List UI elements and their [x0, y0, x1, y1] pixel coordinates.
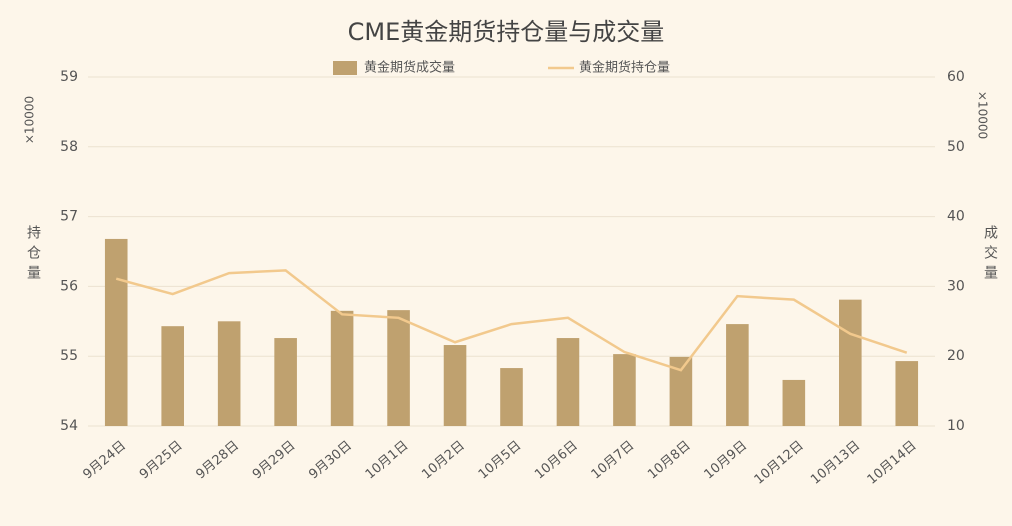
y-tick-label: 55: [60, 348, 78, 364]
bar: [895, 361, 919, 426]
y-tick-label: 59: [60, 69, 78, 85]
bar: [274, 338, 297, 426]
y-unit: ×10000: [23, 96, 37, 144]
y2-tick-label: 10: [947, 418, 965, 434]
line: [115, 269, 908, 372]
y-tick-label: 56: [60, 278, 78, 294]
y2-unit: ×10000: [976, 91, 990, 139]
y2-tick-label: 40: [947, 209, 965, 225]
bar: [613, 354, 636, 426]
y2-tick-label: 60: [947, 69, 965, 85]
y-tick-label: 57: [60, 209, 78, 225]
bar: [387, 310, 410, 426]
bar: [782, 379, 806, 426]
y2-axis-label: 成交量: [982, 225, 998, 285]
bar: [726, 324, 749, 426]
bar: [500, 368, 523, 426]
bar: [839, 299, 862, 426]
bar: [443, 345, 467, 426]
legend-label: 黄金期货持仓量: [579, 60, 670, 76]
y-tick-label: 58: [60, 139, 78, 155]
y-tick-label: 54: [60, 418, 78, 434]
legend-swatch: [333, 61, 357, 75]
bar: [330, 310, 354, 426]
bar: [217, 321, 241, 426]
bar: [161, 326, 184, 426]
chart-title: CME黄金期货持仓量与成交量: [348, 18, 665, 46]
y2-tick-label: 30: [947, 278, 965, 294]
bar: [556, 338, 580, 426]
y2-tick-label: 20: [947, 348, 965, 364]
bar: [669, 356, 693, 426]
bar: [104, 238, 128, 426]
y2-tick-label: 50: [947, 139, 965, 155]
y-axis-label: 持仓量: [25, 225, 41, 285]
legend-label: 黄金期货成交量: [364, 60, 455, 76]
